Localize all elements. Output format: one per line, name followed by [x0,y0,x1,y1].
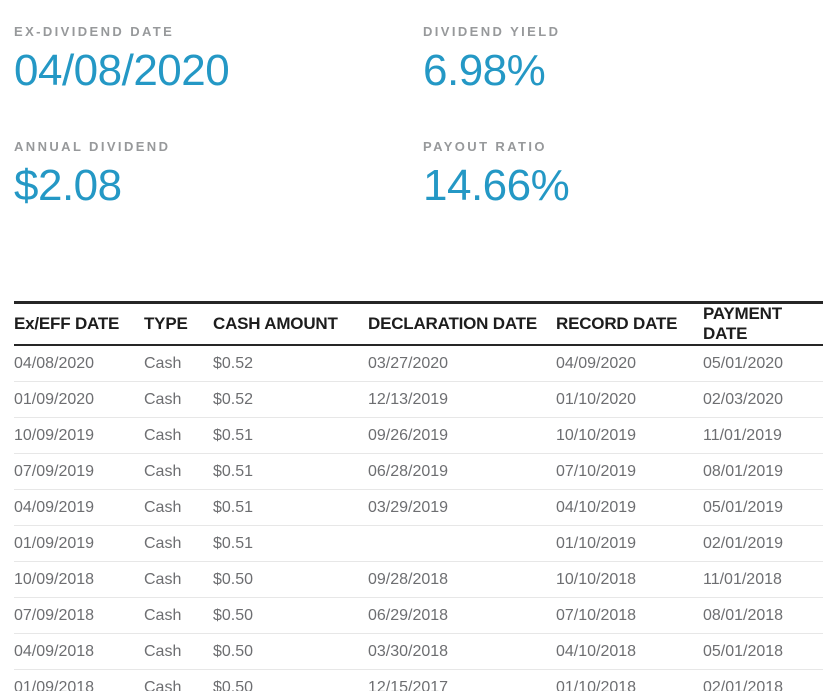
cell-cash-amount: $0.50 [213,561,368,598]
table-row: 01/09/2019 Cash $0.51 01/10/2019 02/01/2019 [14,525,823,562]
cell-type: Cash [144,381,213,418]
column-header-declaration-date: DECLARATION DATE [368,302,556,346]
cell-record-date: 04/09/2020 [556,345,703,382]
stat-label-payout-ratio: PAYOUT RATIO [423,139,547,154]
cell-declaration-date: 09/26/2019 [368,417,556,454]
cell-ex-eff-date: 01/09/2020 [14,381,144,418]
cell-type: Cash [144,525,213,562]
column-header-record-date: RECORD DATE [556,302,703,346]
cell-declaration-date: 09/28/2018 [368,561,556,598]
cell-payment-date: 05/01/2020 [703,345,823,382]
cell-record-date: 04/10/2019 [556,489,703,526]
table-row: 07/09/2019 Cash $0.51 06/28/2019 07/10/2019 0… [14,453,823,490]
cell-cash-amount: $0.51 [213,453,368,490]
cell-ex-eff-date: 10/09/2019 [14,417,144,454]
table-row: 10/09/2018 Cash $0.50 09/28/2018 10/10/2018 1… [14,561,823,598]
table-body: 04/08/2020 Cash $0.52 03/27/2020 04/09/2020 0… [14,345,823,691]
cell-type: Cash [144,561,213,598]
cell-declaration-date: 06/29/2018 [368,597,556,634]
column-header-payment-date: PAYMENT DATE [703,302,823,346]
cell-ex-eff-date: 04/09/2018 [14,633,144,670]
cell-ex-eff-date: 01/09/2019 [14,525,144,562]
cell-declaration-date: 03/29/2019 [368,489,556,526]
dividend-history-table: Ex/EFF DATE TYPE CASH AMOUNT DECLARATION… [14,301,823,691]
stat-value-ex-dividend-date: 04/08/2020 [14,46,230,95]
table-row: 04/09/2019 Cash $0.51 03/29/2019 04/10/2019 0… [14,489,823,526]
cell-declaration-date: 03/30/2018 [368,633,556,670]
cell-ex-eff-date: 04/08/2020 [14,345,144,382]
cell-type: Cash [144,453,213,490]
table-row: 04/08/2020 Cash $0.52 03/27/2020 04/09/2020 0… [14,345,823,382]
cell-declaration-date [368,525,556,562]
cell-cash-amount: $0.50 [213,597,368,634]
cell-record-date: 01/10/2020 [556,381,703,418]
stat-dividend-yield: DIVIDEND YIELD 6.98% [423,25,822,94]
cell-cash-amount: $0.50 [213,669,368,691]
stat-value-annual-dividend: $2.08 [14,161,122,210]
cell-ex-eff-date: 07/09/2019 [14,453,144,490]
cell-cash-amount: $0.50 [213,633,368,670]
stat-label-annual-dividend: ANNUAL DIVIDEND [14,139,171,154]
cell-payment-date: 11/01/2018 [703,561,823,598]
cell-ex-eff-date: 07/09/2018 [14,597,144,634]
column-header-type: TYPE [144,302,213,346]
cell-payment-date: 02/01/2018 [703,669,823,691]
cell-payment-date: 02/03/2020 [703,381,823,418]
cell-cash-amount: $0.51 [213,525,368,562]
cell-type: Cash [144,669,213,691]
cell-cash-amount: $0.52 [213,345,368,382]
cell-type: Cash [144,597,213,634]
stat-value-dividend-yield: 6.98% [423,46,546,95]
dividend-stats: EX-DIVIDEND DATE 04/08/2020 DIVIDEND YIE… [14,25,822,255]
cell-payment-date: 02/01/2019 [703,525,823,562]
cell-record-date: 10/10/2019 [556,417,703,454]
cell-declaration-date: 06/28/2019 [368,453,556,490]
cell-type: Cash [144,633,213,670]
column-header-ex-eff-date: Ex/EFF DATE [14,302,144,346]
table-row: 01/09/2018 Cash $0.50 12/15/2017 01/10/2018 0… [14,669,823,691]
cell-record-date: 01/10/2018 [556,669,703,691]
cell-payment-date: 05/01/2018 [703,633,823,670]
cell-record-date: 07/10/2019 [556,453,703,490]
cell-payment-date: 08/01/2018 [703,597,823,634]
cell-record-date: 04/10/2018 [556,633,703,670]
cell-type: Cash [144,345,213,382]
stat-label-dividend-yield: DIVIDEND YIELD [423,24,561,39]
cell-payment-date: 11/01/2019 [703,417,823,454]
cell-type: Cash [144,489,213,526]
cell-ex-eff-date: 10/09/2018 [14,561,144,598]
table-row: 07/09/2018 Cash $0.50 06/29/2018 07/10/2018 0… [14,597,823,634]
cell-ex-eff-date: 04/09/2019 [14,489,144,526]
cell-record-date: 01/10/2019 [556,525,703,562]
cell-cash-amount: $0.51 [213,489,368,526]
stat-value-payout-ratio: 14.66% [423,161,570,210]
cell-declaration-date: 03/27/2020 [368,345,556,382]
stat-label-ex-dividend-date: EX-DIVIDEND DATE [14,24,175,39]
cell-declaration-date: 12/15/2017 [368,669,556,691]
cell-ex-eff-date: 01/09/2018 [14,669,144,691]
cell-payment-date: 08/01/2019 [703,453,823,490]
cell-record-date: 07/10/2018 [556,597,703,634]
table-header: Ex/EFF DATE TYPE CASH AMOUNT DECLARATION… [14,302,823,346]
cell-type: Cash [144,417,213,454]
table-header-row: Ex/EFF DATE TYPE CASH AMOUNT DECLARATION… [14,302,823,346]
cell-payment-date: 05/01/2019 [703,489,823,526]
column-header-cash-amount: CASH AMOUNT [213,302,368,346]
cell-cash-amount: $0.52 [213,381,368,418]
table-row: 01/09/2020 Cash $0.52 12/13/2019 01/10/2020 0… [14,381,823,418]
table-row: 04/09/2018 Cash $0.50 03/30/2018 04/10/2018 0… [14,633,823,670]
stat-ex-dividend-date: EX-DIVIDEND DATE 04/08/2020 [14,25,423,94]
cell-cash-amount: $0.51 [213,417,368,454]
table-row: 10/09/2019 Cash $0.51 09/26/2019 10/10/2019 1… [14,417,823,454]
stat-annual-dividend: ANNUAL DIVIDEND $2.08 [14,140,423,209]
cell-declaration-date: 12/13/2019 [368,381,556,418]
cell-record-date: 10/10/2018 [556,561,703,598]
stat-payout-ratio: PAYOUT RATIO 14.66% [423,140,822,209]
